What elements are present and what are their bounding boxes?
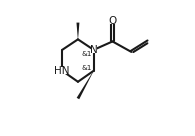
Text: &1: &1 [81,51,91,57]
Text: &1: &1 [81,65,91,71]
Text: HN: HN [54,66,70,76]
FancyBboxPatch shape [110,17,115,24]
Text: N: N [90,45,98,55]
FancyBboxPatch shape [58,67,67,74]
FancyBboxPatch shape [90,46,97,53]
Polygon shape [76,23,79,39]
Polygon shape [77,71,94,99]
Text: O: O [108,16,117,26]
